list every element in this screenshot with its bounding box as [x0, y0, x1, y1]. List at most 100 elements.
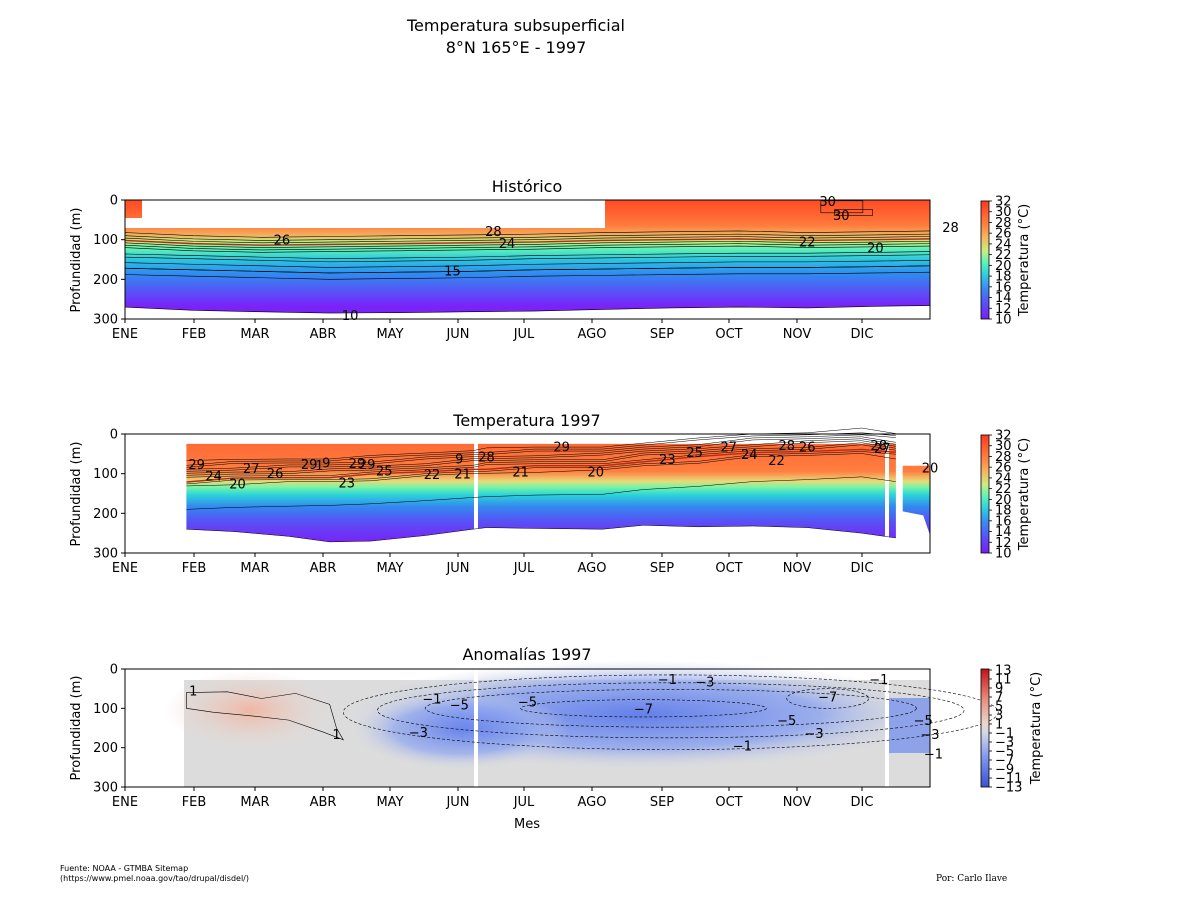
- contour-label: 29: [553, 441, 570, 456]
- source-line-2: (https://www.pmel.noaa.gov/tao/drupal/di…: [60, 874, 249, 883]
- isotherm-line: [124, 243, 931, 251]
- panel-temperatura-1997-colorbar-label: Temperatura (°C): [1017, 438, 1032, 551]
- colorbar-tick-label: 5: [995, 700, 1003, 715]
- isotherm-30-patch: [820, 200, 864, 214]
- panel-anomalias-1997-gap-dic: [885, 669, 889, 787]
- y-tick-label: 200: [93, 741, 118, 756]
- contour-label: −1: [924, 748, 943, 763]
- anomaly-contour-negative: [343, 674, 999, 750]
- contour-label: −5: [777, 714, 796, 729]
- contour-label: 22: [768, 454, 785, 469]
- contour-label: −3: [695, 676, 714, 691]
- isotherm-line: [186, 451, 896, 485]
- colorbar-tick-label: 22: [995, 248, 1012, 263]
- contour-label: 29: [301, 458, 318, 473]
- colorbar-tick-label: 24: [995, 471, 1012, 486]
- contour-label: 1: [189, 685, 197, 700]
- colorbar-tick-label: 12: [995, 302, 1012, 317]
- panel-anomalias-1997-cold-region-2: [350, 690, 570, 770]
- x-tick-label: FEB: [182, 795, 207, 810]
- contour-label: 29: [349, 457, 366, 472]
- panel-anomalias-1997-contour-labels: 11−1 −5−3−5−1 −3−7−7−5−3−1−1−5−3−1: [189, 673, 943, 763]
- colorbar-tick-label: 20: [995, 493, 1012, 508]
- panel-anomalias-1997-frame: [124, 668, 931, 788]
- contour-label: 20: [229, 478, 246, 493]
- x-tick-label: FEB: [182, 327, 207, 342]
- x-tick-label: ABR: [310, 327, 337, 342]
- contour-label: 29: [188, 458, 205, 473]
- colorbar-tick-label: −13: [995, 781, 1022, 796]
- panel-temperatura-1997-y-ticks: 0 100 200 300: [93, 428, 125, 562]
- colorbar-tick-label: 30: [995, 205, 1012, 220]
- x-tick-label: ENE: [112, 327, 138, 342]
- contour-label: −1: [658, 673, 677, 688]
- contour-label: 24: [741, 448, 758, 463]
- colorbar-tick-label: −9: [995, 763, 1014, 778]
- contour-label: −1: [869, 673, 888, 688]
- colorbar-tick-label: −7: [995, 754, 1014, 769]
- y-tick-label: 200: [93, 507, 118, 522]
- panel-anomalias-1997-x-ticks: ENE FEB MAR ABR MAY JUN JUL AGO SEP OCT NOV DIC: [112, 787, 873, 810]
- contour-label: 28: [778, 439, 795, 454]
- contour-label: 29: [359, 458, 376, 473]
- panel-anomalias-1997: Anomalías 1997 11−1 −5−3−5−1 −3−7−7−5−3−1−…: [69, 645, 1044, 832]
- contour-label: 28: [942, 221, 959, 236]
- colorbar-tick-label: 14: [995, 525, 1012, 540]
- x-tick-label: OCT: [715, 795, 742, 810]
- y-tick-label: 0: [110, 194, 118, 209]
- x-tick-label: AGO: [578, 561, 607, 576]
- x-tick-label: JUL: [513, 327, 535, 342]
- isotherm-line: [186, 440, 896, 474]
- source-note: Fuente: NOAA - GTMBA Sitemap (https://ww…: [60, 864, 249, 884]
- panel-historico-title: Histórico: [492, 177, 562, 196]
- colorbar-tick-label: 3: [995, 709, 1003, 724]
- y-tick-label: 0: [110, 663, 118, 678]
- contour-label: 27: [720, 440, 737, 455]
- isotherm-line: [186, 436, 896, 470]
- anomaly-contour-negative: [424, 689, 917, 728]
- isotherm-line: [124, 240, 931, 248]
- panel-temperatura-1997-colorbar: [980, 434, 990, 554]
- colorbar-tick-label: 16: [995, 514, 1012, 529]
- x-tick-label: ABR: [310, 795, 337, 810]
- colorbar-tick-label: 26: [995, 461, 1012, 476]
- x-tick-label: JUN: [445, 327, 469, 342]
- colorbar-tick-label: −3: [995, 736, 1014, 751]
- panel-anomalias-1997-y-ticks: 0 100 200 300: [93, 663, 125, 796]
- y-tick-label: 100: [93, 467, 118, 482]
- colorbar-tick-label: 9: [995, 682, 1003, 697]
- x-tick-label: MAY: [376, 327, 403, 342]
- contour-label: 20: [867, 242, 884, 257]
- contour-label: 24: [205, 469, 222, 484]
- contour-label: 30: [819, 195, 836, 210]
- colorbar-tick-label: −1: [995, 727, 1014, 742]
- contour-label: 24: [499, 237, 516, 252]
- isotherm-line: [186, 448, 896, 483]
- panel-historico-contours: [124, 200, 931, 314]
- contour-label: −5: [518, 695, 537, 710]
- x-tick-label: MAY: [376, 795, 403, 810]
- colorbar-tick-label: 30: [995, 439, 1012, 454]
- colorbar-tick-label: 16: [995, 280, 1012, 295]
- contour-label: −7: [818, 691, 837, 706]
- colorbar-tick-label: 10: [995, 547, 1012, 562]
- isotherm-line: [186, 453, 896, 487]
- contour-label: 9: [455, 453, 463, 468]
- anomaly-contour-negative: [786, 688, 869, 709]
- x-tick-label: MAR: [240, 327, 269, 342]
- contour-label: 22: [799, 236, 816, 251]
- contour-label: 28: [871, 439, 888, 454]
- colorbar-tick-label: 11: [995, 673, 1012, 688]
- colorbar-tick-label: 10: [995, 313, 1012, 328]
- contour-label: 30: [833, 209, 850, 224]
- anomaly-contour-negative: [520, 699, 767, 718]
- colorbar-tick-label: −11: [995, 772, 1022, 787]
- x-tick-label: JUN: [445, 795, 469, 810]
- y-tick-label: 100: [93, 702, 118, 717]
- colorbar-tick-label: 13: [995, 664, 1012, 679]
- isotherm-10: [124, 305, 931, 314]
- colorbar-tick-label: 14: [995, 291, 1012, 306]
- colorbar-tick-label: 28: [995, 450, 1012, 465]
- isotherm-line: [124, 238, 931, 246]
